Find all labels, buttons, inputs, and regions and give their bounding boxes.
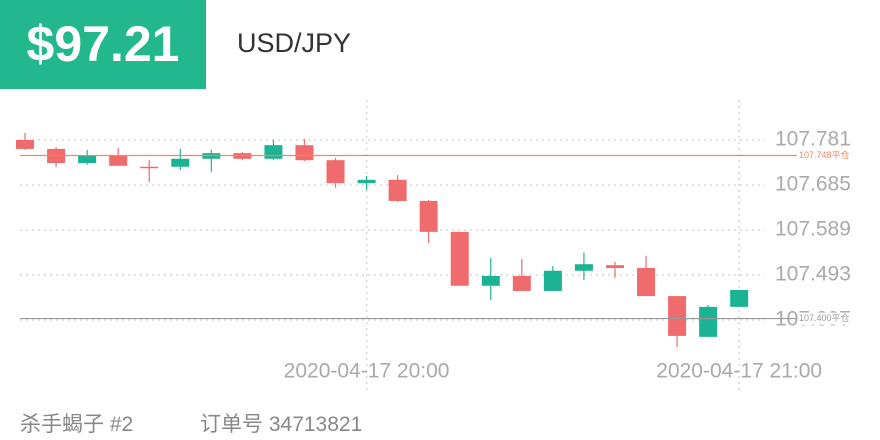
candle-body: [357, 179, 376, 184]
candle-body: [574, 264, 593, 271]
order-number: 订单号 34713821: [200, 413, 363, 436]
candle-body: [668, 296, 687, 336]
candle-body: [699, 306, 718, 337]
strategy: 杀手蝎子 #2: [20, 413, 134, 436]
y-tick-label: 107.781: [775, 128, 851, 151]
candle-body: [295, 145, 314, 161]
reference-label: 107.400平仓: [799, 312, 850, 323]
reference-label-bg: [798, 149, 858, 162]
reference-label-bg: [798, 312, 858, 325]
candle-body: [326, 160, 345, 184]
candle-body: [78, 155, 97, 163]
candle-body: [16, 140, 35, 149]
candle-body: [481, 275, 500, 286]
candle-body: [605, 265, 624, 268]
candle-body: [730, 289, 749, 307]
candle-body: [512, 275, 531, 291]
chart: 107.781107.685107.589107.493107.3972020-…: [16, 100, 858, 392]
x-tick-label: 2020-04-17 21:00: [656, 360, 822, 383]
y-tick-label: 107.685: [775, 173, 851, 196]
price-badge: $97.21: [0, 0, 206, 89]
candle-body: [637, 267, 656, 297]
symbol: USD/JPY: [237, 28, 352, 58]
candle-body: [109, 155, 128, 166]
candle-body: [388, 179, 407, 201]
candle-body: [450, 231, 469, 286]
candle-body: [171, 158, 190, 167]
candle-body: [264, 145, 283, 159]
candle-body: [140, 166, 159, 169]
y-tick-label: 107.493: [775, 263, 851, 286]
x-tick-label: 2020-04-17 20:00: [284, 360, 450, 383]
candle-body: [543, 270, 562, 291]
y-tick-label: 107.589: [775, 218, 851, 241]
reference-label: 107.748平仓: [799, 149, 850, 160]
candle-body: [419, 200, 438, 232]
